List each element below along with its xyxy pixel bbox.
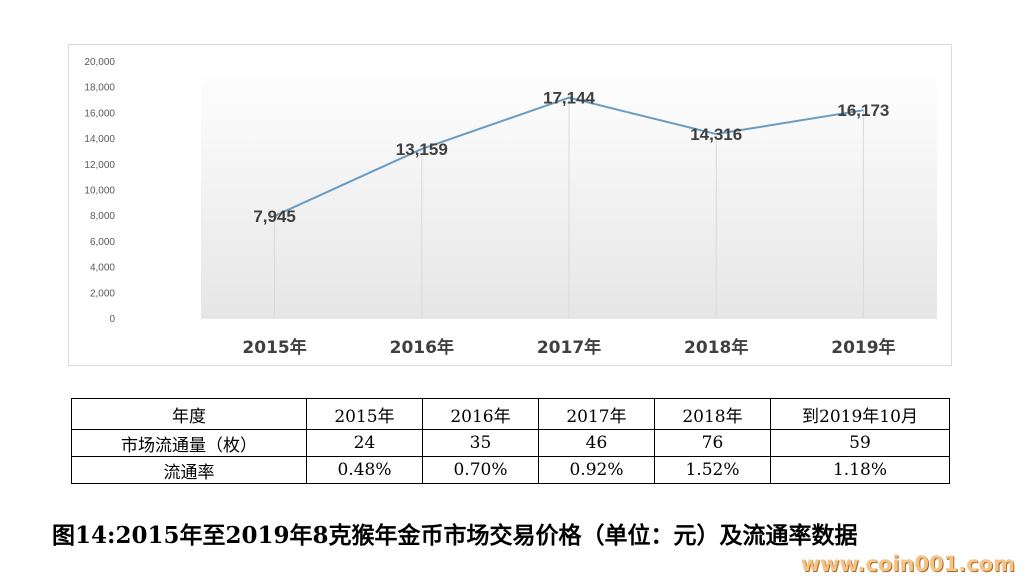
table-cell: 0.92%: [538, 456, 655, 484]
line-chart: 0 2,000 4,000 6,000 8,000 10,000 12,000 14,000 1…: [84, 57, 937, 358]
series-line: [274, 96, 864, 217]
y-tick-label: 8,000: [90, 211, 115, 222]
table-cell: 到2019年10月: [770, 398, 950, 430]
table-cell: 76: [654, 429, 771, 457]
data-label: 13,159: [396, 140, 448, 159]
x-tick-label: 2016年: [390, 337, 454, 358]
x-tick-label: 2015年: [242, 337, 306, 358]
y-tick-label: 14,000: [84, 134, 115, 145]
table-cell: 59: [770, 429, 950, 457]
table-cell: 0.48%: [306, 456, 423, 484]
data-label: 17,144: [543, 89, 596, 108]
x-tick-label: 2017年: [537, 337, 601, 358]
table-row: 市场流通量（枚） 24 35 46 76 59: [71, 429, 950, 457]
figure-caption: 图14:2015年至2019年8克猴年金币市场交易价格（单位：元）及流通率数据: [52, 522, 858, 549]
table-cell: 市场流通量（枚）: [71, 429, 307, 457]
x-tick-label: 2018年: [684, 337, 748, 358]
chart-panel: 0 2,000 4,000 6,000 8,000 10,000 12,000 14,000 1…: [68, 44, 952, 366]
table-cell: 24: [306, 429, 423, 457]
data-label: 14,316: [690, 125, 742, 144]
data-label: 16,173: [837, 101, 889, 120]
x-tick-label: 2019年: [831, 337, 895, 358]
table-header-row: 年度 2015年 2016年 2017年 2018年 到2019年10月: [71, 398, 950, 430]
table-cell: 1.18%: [770, 456, 950, 484]
y-tick-label: 6,000: [90, 237, 115, 248]
table-cell: 35: [422, 429, 539, 457]
y-tick-label: 18,000: [84, 83, 115, 94]
table-cell: 年度: [71, 398, 307, 430]
table-cell: 2018年: [654, 398, 771, 430]
table-cell: 2016年: [422, 398, 539, 430]
table-cell: 46: [538, 429, 655, 457]
data-label: 7,945: [253, 207, 296, 226]
table-cell: 2015年: [306, 398, 423, 430]
watermark: www.coin001.com: [800, 552, 1015, 576]
table-cell: 0.70%: [422, 456, 539, 484]
y-tick-label: 0: [109, 314, 115, 325]
table-row: 流通率 0.48% 0.70% 0.92% 1.52% 1.18%: [71, 456, 950, 484]
table-cell: 2017年: [538, 398, 655, 430]
y-tick-label: 4,000: [90, 263, 115, 274]
y-tick-label: 12,000: [84, 160, 115, 171]
y-tick-label: 10,000: [84, 186, 115, 197]
data-table: 年度 2015年 2016年 2017年 2018年 到2019年10月 市场流…: [71, 398, 950, 484]
y-tick-label: 2,000: [90, 288, 115, 299]
y-tick-label: 16,000: [84, 108, 115, 119]
y-tick-label: 20,000: [84, 57, 115, 68]
table-cell: 流通率: [71, 456, 307, 484]
table-cell: 1.52%: [654, 456, 771, 484]
